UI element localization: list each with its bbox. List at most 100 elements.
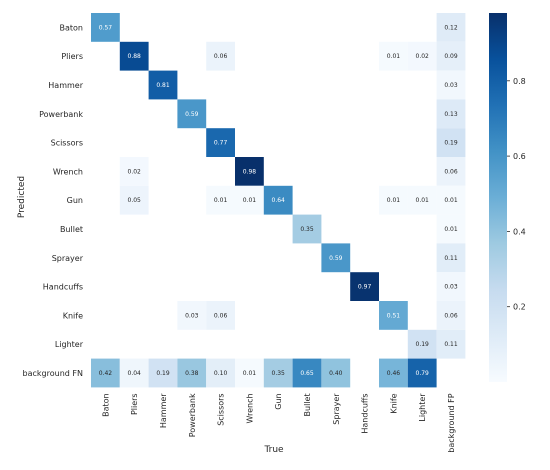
heatmap-cell	[119, 157, 149, 186]
x-tick-label: Powerbank	[188, 393, 197, 437]
x-tick-label: Baton	[101, 393, 110, 417]
heatmap-cell	[321, 358, 351, 388]
heatmap-cell	[119, 358, 149, 388]
heatmap-cells: 0.57 0.12 0.88 0.06 0.01 0.02 0.09 0.81 0.03 0.59…	[91, 13, 466, 388]
heatmap-cell	[91, 13, 120, 42]
cell-value-label: 0.38	[185, 370, 199, 377]
heatmap-cell	[407, 41, 437, 71]
cell-value-label: 0.59	[329, 255, 343, 262]
cell-value-label: 0.03	[444, 82, 458, 89]
cell-value-label: 0.01	[387, 197, 401, 204]
heatmap-cell	[407, 185, 437, 215]
heatmap-cell	[177, 301, 207, 330]
heatmap-cell	[379, 41, 408, 71]
y-tick-label: Scissors	[51, 139, 83, 148]
heatmap-cell	[91, 358, 120, 388]
heatmap-cell	[407, 329, 437, 359]
x-tick-label: background FP	[447, 393, 456, 452]
heatmap-cell	[235, 185, 264, 215]
x-tick-label: Hammer	[159, 393, 168, 428]
heatmap-cell	[436, 70, 466, 100]
cell-value-label: 0.01	[387, 53, 401, 60]
x-tick-labels: Baton Pliers Hammer Powerbank Scissors Wrench…	[101, 393, 456, 453]
cell-value-label: 0.19	[416, 341, 430, 348]
y-tick-label: Baton	[60, 23, 84, 32]
heatmap-cell	[292, 358, 322, 388]
x-tick-label: Sprayer	[332, 393, 341, 425]
heatmap-cell	[206, 128, 235, 157]
cell-value-label: 0.01	[444, 226, 458, 233]
y-tick-label: Handcuffs	[43, 283, 83, 292]
x-axis-label: True	[263, 445, 284, 455]
heatmap-cell	[436, 128, 466, 157]
y-tick-label: Lighter	[55, 340, 84, 349]
colorbar-tick-label: 0.6	[513, 152, 526, 161]
cell-value-label: 0.01	[243, 197, 257, 204]
colorbar	[489, 13, 507, 382]
heatmap-cell	[263, 358, 293, 388]
heatmap-cell	[379, 358, 408, 388]
heatmap-cell	[350, 272, 379, 301]
colorbar-tick-label: 0.2	[513, 303, 526, 312]
cell-value-label: 0.98	[243, 168, 257, 175]
heatmap-cell	[148, 358, 178, 388]
cell-value-label: 0.40	[329, 370, 343, 377]
cell-value-label: 0.65	[300, 370, 314, 377]
cell-value-label: 0.19	[444, 140, 458, 147]
y-tick-label: Wrench	[53, 167, 83, 176]
heatmap-cell	[206, 185, 235, 215]
cell-value-label: 0.35	[300, 226, 314, 233]
heatmap-cell	[436, 301, 466, 330]
x-tick-label: Gun	[274, 393, 283, 409]
cell-value-label: 0.46	[387, 370, 401, 377]
heatmap-cell	[436, 185, 466, 215]
cell-value-label: 0.79	[416, 370, 430, 377]
heatmap-cell	[119, 185, 149, 215]
cell-value-label: 0.64	[272, 197, 286, 204]
heatmap-cell	[177, 99, 207, 129]
y-tick-label: Hammer	[48, 81, 83, 90]
cell-value-label: 0.06	[444, 312, 458, 319]
cell-value-label: 0.03	[185, 312, 199, 319]
y-tick-label: Sprayer	[52, 254, 84, 263]
x-tick-label: Knife	[389, 393, 398, 413]
heatmap-cell	[436, 41, 466, 71]
cell-value-label: 0.88	[128, 53, 142, 60]
cell-value-label: 0.51	[387, 312, 401, 319]
y-tick-label: Powerbank	[39, 110, 83, 119]
cell-value-label: 0.35	[272, 370, 286, 377]
cell-value-label: 0.19	[156, 370, 170, 377]
heatmap-cell	[119, 41, 149, 71]
heatmap-cell	[436, 214, 466, 244]
heatmap-cell	[436, 157, 466, 186]
heatmap-cell	[436, 272, 466, 301]
heatmap-cell	[407, 358, 437, 388]
heatmap-cell	[177, 358, 207, 388]
colorbar-ticks: 0.2 0.4 0.6 0.8	[507, 77, 526, 312]
y-tick-label: background FN	[23, 369, 83, 378]
heatmap-cell	[235, 157, 264, 186]
cell-value-label: 0.59	[185, 111, 199, 118]
heatmap-cell	[321, 243, 351, 273]
cell-value-label: 0.04	[128, 370, 142, 377]
x-tick-label: Pliers	[130, 393, 139, 415]
heatmap-cell	[436, 329, 466, 359]
y-tick-label: Gun	[67, 196, 83, 205]
x-tick-label: Scissors	[217, 393, 226, 425]
heatmap-cell	[436, 243, 466, 273]
cell-value-label: 0.57	[99, 24, 113, 31]
y-tick-label: Knife	[63, 311, 83, 320]
heatmap-cell	[206, 301, 235, 330]
cell-value-label: 0.01	[444, 197, 458, 204]
cell-value-label: 0.01	[243, 370, 257, 377]
cell-value-label: 0.01	[416, 197, 430, 204]
y-tick-label: Pliers	[61, 52, 83, 61]
heatmap-cell	[379, 185, 408, 215]
y-tick-label: Bullet	[60, 225, 83, 234]
cell-value-label: 0.77	[214, 140, 228, 147]
colorbar-tick-label: 0.8	[513, 77, 526, 86]
cell-value-label: 0.11	[444, 255, 458, 262]
x-tick-label: Wrench	[245, 393, 254, 423]
colorbar-tick-label: 0.4	[513, 227, 526, 236]
heatmap-cell	[148, 70, 178, 100]
